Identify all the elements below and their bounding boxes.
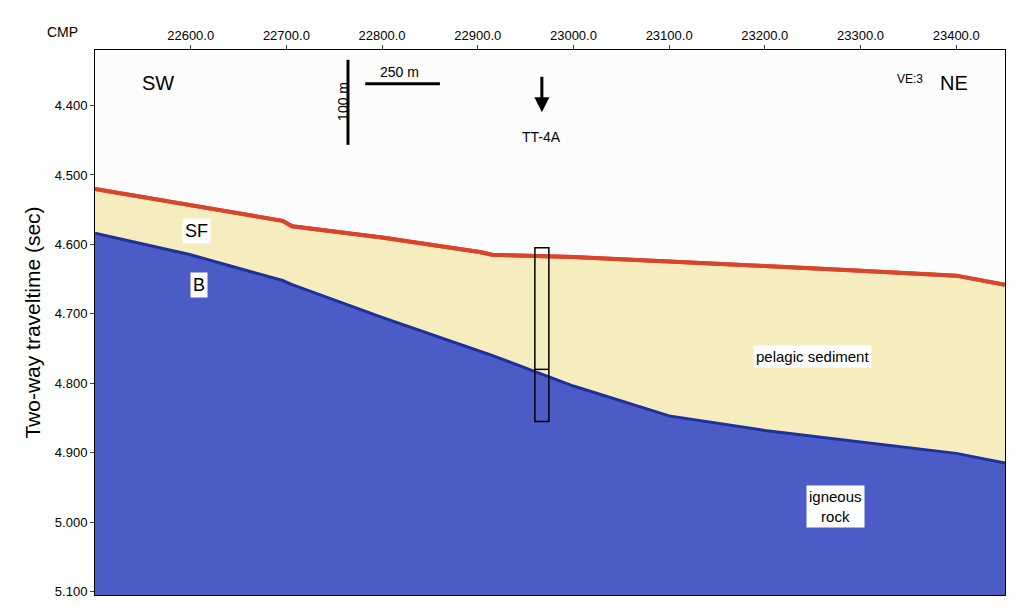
svg-text:22600.0: 22600.0 <box>167 28 214 43</box>
svg-text:23400.0: 23400.0 <box>933 28 980 43</box>
svg-text:250 m: 250 m <box>380 64 419 80</box>
svg-text:5.100: 5.100 <box>55 584 88 599</box>
svg-text:23100.0: 23100.0 <box>646 28 693 43</box>
svg-text:4.700: 4.700 <box>55 306 88 321</box>
svg-text:4.600: 4.600 <box>55 237 88 252</box>
svg-text:5.000: 5.000 <box>55 515 88 530</box>
svg-text:4.900: 4.900 <box>55 445 88 460</box>
svg-text:B: B <box>193 275 205 295</box>
svg-text:VE:3: VE:3 <box>897 72 923 86</box>
svg-text:pelagic sediment: pelagic sediment <box>756 348 869 365</box>
svg-text:4.800: 4.800 <box>55 376 88 391</box>
svg-text:SW: SW <box>142 72 174 94</box>
svg-text:4.500: 4.500 <box>55 168 88 183</box>
svg-text:22900.0: 22900.0 <box>454 28 501 43</box>
svg-text:23000.0: 23000.0 <box>550 28 597 43</box>
svg-text:igneousrock: igneousrock <box>809 488 862 525</box>
svg-text:TT-4A: TT-4A <box>522 129 561 145</box>
svg-text:22800.0: 22800.0 <box>359 28 406 43</box>
svg-text:SF: SF <box>185 221 208 241</box>
svg-text:100 m: 100 m <box>335 82 351 121</box>
svg-text:Two-way traveltime (sec): Two-way traveltime (sec) <box>21 206 44 438</box>
svg-text:4.400: 4.400 <box>55 98 88 113</box>
svg-text:CMP: CMP <box>47 24 78 40</box>
svg-text:23200.0: 23200.0 <box>741 28 788 43</box>
svg-text:23300.0: 23300.0 <box>837 28 884 43</box>
svg-text:22700.0: 22700.0 <box>263 28 310 43</box>
svg-text:NE: NE <box>940 72 968 94</box>
